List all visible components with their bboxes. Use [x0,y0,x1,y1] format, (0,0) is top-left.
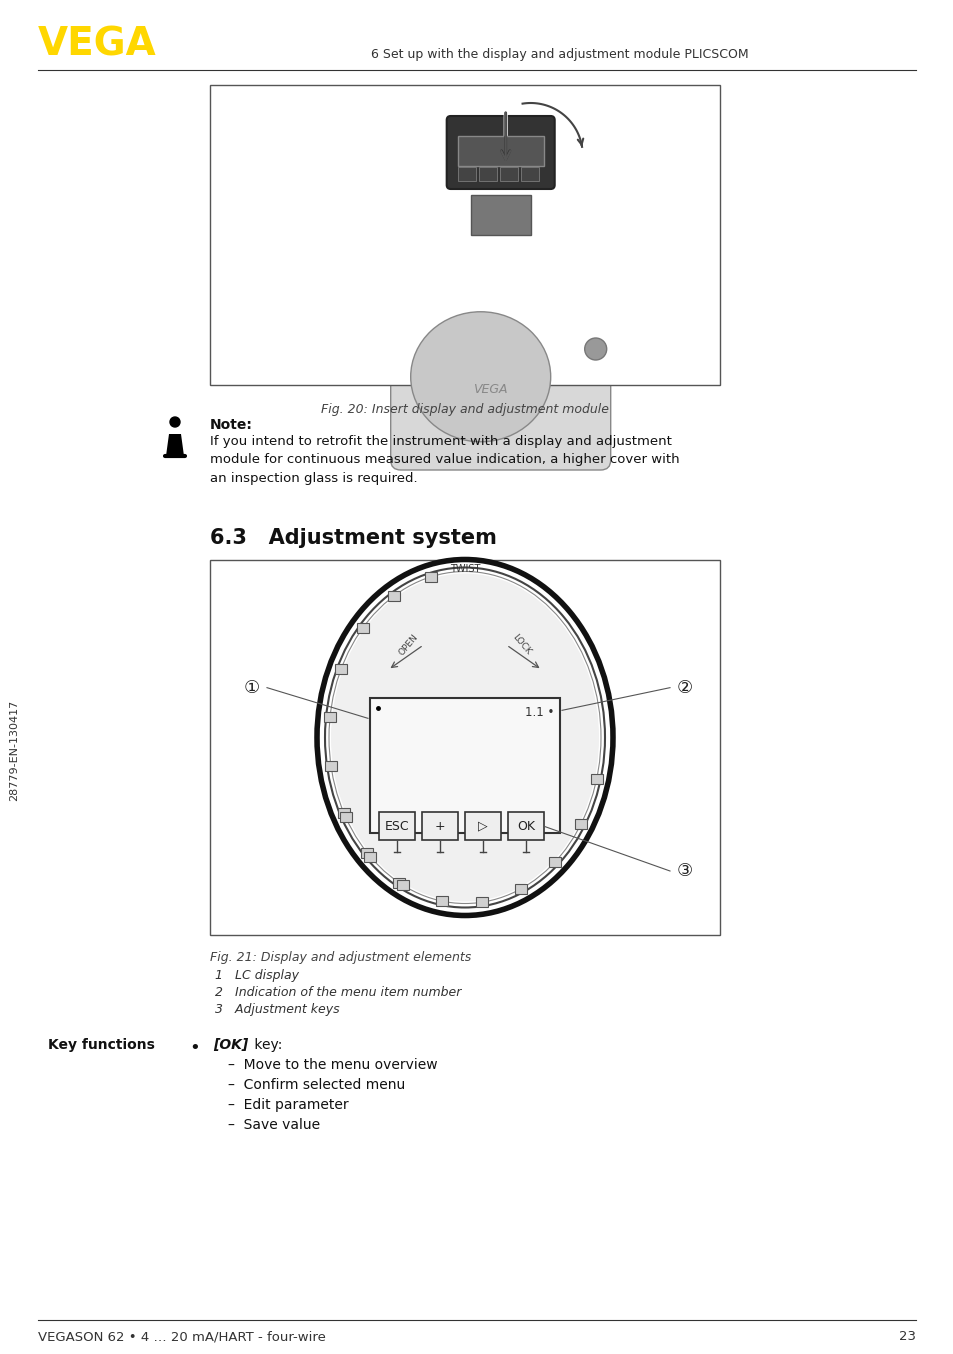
Text: 28779-EN-130417: 28779-EN-130417 [9,700,19,800]
Ellipse shape [411,311,550,441]
FancyBboxPatch shape [364,852,376,861]
FancyBboxPatch shape [388,590,399,601]
Text: –  Edit parameter: – Edit parameter [228,1098,348,1112]
FancyBboxPatch shape [339,812,352,822]
FancyBboxPatch shape [396,880,409,891]
Text: ESC: ESC [384,819,409,833]
FancyBboxPatch shape [361,848,373,858]
Bar [421,812,457,841]
FancyBboxPatch shape [337,808,350,818]
FancyBboxPatch shape [457,167,476,181]
FancyBboxPatch shape [520,167,538,181]
Bar [370,699,559,833]
Text: If you intend to retrofit the instrument with a display and adjustment
module fo: If you intend to retrofit the instrument… [210,435,679,485]
FancyBboxPatch shape [324,712,335,722]
Ellipse shape [584,338,606,360]
Text: 3   Adjustment keys: 3 Adjustment keys [214,1003,339,1016]
FancyBboxPatch shape [476,898,488,907]
Text: VEGASON 62 • 4 … 20 mA/HART - four-wire: VEGASON 62 • 4 … 20 mA/HART - four-wire [38,1330,326,1343]
FancyBboxPatch shape [515,884,526,894]
FancyBboxPatch shape [356,623,369,632]
FancyBboxPatch shape [478,167,497,181]
Ellipse shape [331,574,598,902]
Text: OPEN: OPEN [397,632,419,657]
Text: VEGA: VEGA [38,24,156,64]
FancyBboxPatch shape [499,167,517,181]
FancyBboxPatch shape [575,819,586,829]
FancyBboxPatch shape [335,665,347,674]
Text: –  Confirm selected menu: – Confirm selected menu [228,1078,405,1091]
FancyBboxPatch shape [325,761,336,770]
Text: –  Move to the menu overview: – Move to the menu overview [228,1057,437,1072]
Text: –  Save value: – Save value [228,1118,320,1132]
Text: Fig. 21: Display and adjustment elements: Fig. 21: Display and adjustment elements [210,951,471,964]
FancyBboxPatch shape [425,571,436,582]
Text: 1   LC display: 1 LC display [214,969,298,982]
Bar [378,812,415,841]
Text: Key functions: Key functions [48,1039,154,1052]
Text: [OK]: [OK] [213,1039,248,1052]
Bar [210,85,720,385]
Bar [507,812,543,841]
Text: 2   Indication of the menu item number: 2 Indication of the menu item number [214,986,461,999]
Bar [464,812,500,841]
FancyBboxPatch shape [590,773,602,784]
Text: 23: 23 [898,1330,915,1343]
Text: VEGA: VEGA [473,383,507,397]
Text: 1.1 •: 1.1 • [524,707,554,719]
Text: ②: ② [677,678,692,697]
Text: ▷: ▷ [477,819,487,833]
Text: LOCK: LOCK [510,632,532,657]
Text: TWIST: TWIST [450,565,479,574]
FancyBboxPatch shape [548,857,560,867]
Bar [210,561,720,936]
Text: •: • [190,1039,200,1057]
FancyBboxPatch shape [391,265,610,470]
FancyBboxPatch shape [393,877,405,888]
Text: ①: ① [244,678,260,697]
Text: Note:: Note: [210,418,253,432]
Text: +: + [435,819,445,833]
FancyBboxPatch shape [436,896,447,906]
Circle shape [170,417,180,427]
FancyBboxPatch shape [470,195,530,236]
Polygon shape [166,435,184,456]
Text: 6 Set up with the display and adjustment module PLICSCOM: 6 Set up with the display and adjustment… [371,47,748,61]
Text: key:: key: [250,1039,282,1052]
FancyBboxPatch shape [457,135,543,167]
Text: ③: ③ [677,862,692,880]
Text: 6.3   Adjustment system: 6.3 Adjustment system [210,528,497,548]
FancyBboxPatch shape [446,116,554,190]
Text: Fig. 20: Insert display and adjustment module: Fig. 20: Insert display and adjustment m… [320,403,608,416]
Text: OK: OK [517,819,535,833]
